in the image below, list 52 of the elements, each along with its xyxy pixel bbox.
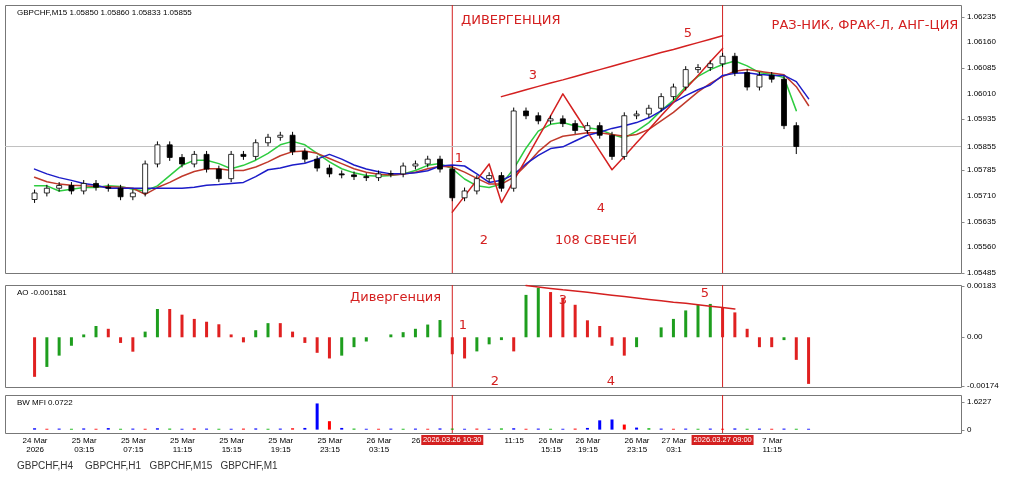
- text: GBPCHF,H4: [16, 460, 74, 471]
- x-tick-label: 26 Mar 19:15: [575, 435, 601, 454]
- annotation: 3: [558, 292, 568, 307]
- y-tick-label: 1.06160: [967, 37, 997, 47]
- y-tick-label: 0: [967, 424, 972, 434]
- annotation: 4: [596, 200, 606, 215]
- x-tick-label: 25 Mar 07:15: [120, 435, 147, 454]
- y-tick-label: 0.00183: [967, 280, 997, 290]
- x-tick-label: 26 Mar 15:15: [538, 435, 564, 454]
- annotation: Дивергенция: [350, 289, 441, 304]
- x-tick-label: 25 Mar 15:15: [219, 435, 245, 454]
- annotation: 5: [683, 25, 693, 40]
- x-tick-label: 27 Mar 03:1: [661, 435, 687, 454]
- x-tick-label: 25 Mar 03:15: [71, 435, 97, 454]
- text: GBPCHF,M15: [149, 460, 213, 471]
- chart-title: GBPCHF,M15 1.05850 1.05860 1.05833 1.05855: [17, 8, 193, 17]
- y-tick-label: 1.05935: [967, 114, 997, 124]
- x-tick-label: 26: [411, 435, 421, 445]
- chart-title: AO -0.001581: [17, 288, 68, 297]
- x-tick-label: 26 Mar 03:15: [366, 435, 392, 454]
- y-tick-label: 1.6227: [967, 397, 993, 407]
- annotation: 2: [490, 373, 500, 388]
- y-tick-label: 1.05560: [967, 242, 997, 252]
- y-tick-label: 1.05710: [967, 191, 997, 201]
- annotation: ДИВЕРГЕНЦИЯ: [461, 12, 561, 27]
- x-tick-label: 25 Mar 23:15: [317, 435, 343, 454]
- x-tick-label: 26 Mar 23:15: [624, 435, 650, 454]
- x-tick-label: 25 Mar 19:15: [268, 435, 294, 454]
- y-tick-label: 1.05635: [967, 216, 997, 226]
- annotation: 108 СВЕЧЕЙ: [554, 232, 638, 247]
- y-tick-label: -0.00174: [967, 381, 1000, 391]
- y-tick-label: 1.05855: [967, 141, 997, 151]
- x-tick-label: 24 Mar 2026: [22, 435, 48, 454]
- y-tick-label: 1.06010: [967, 88, 997, 98]
- annotation: 1: [458, 317, 468, 332]
- chart-title: BW MFI 0.0722: [17, 398, 74, 407]
- annotation: 2: [479, 232, 489, 247]
- y-tick-label: 0.00: [967, 332, 984, 342]
- x-tick-label: 11:15: [504, 435, 525, 445]
- y-tick-label: 1.06235: [967, 11, 997, 21]
- text: GBPCHF,H1: [84, 460, 142, 471]
- x-tick-label: 7 Mar 11:15: [761, 435, 783, 454]
- y-tick-label: 1.06085: [967, 62, 997, 72]
- text: GBPCHF,M1: [220, 460, 279, 471]
- annotation: 5: [700, 285, 710, 300]
- annotation: 1: [454, 150, 464, 165]
- x-tick-label: 25 Mar 11:15: [170, 435, 196, 454]
- annotation: 3: [528, 67, 538, 82]
- annotation: РАЗ-НИК, ФРАК-Л, АНГ-ЦИЯ: [771, 17, 959, 32]
- y-tick-label: 1.05785: [967, 165, 997, 175]
- y-tick-label: 1.05485: [967, 268, 997, 277]
- annotation: 4: [606, 373, 616, 388]
